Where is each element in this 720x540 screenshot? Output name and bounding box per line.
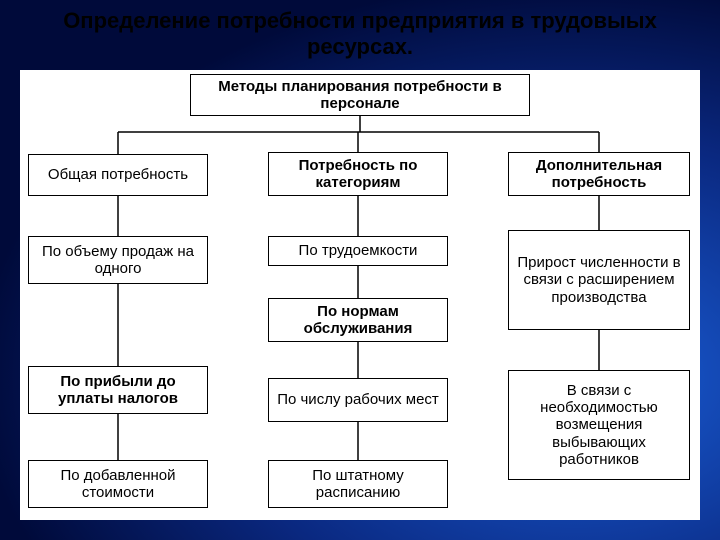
slide-title: Определение потребности предприятия в тр…: [30, 8, 690, 61]
node-c2-3: По числу рабочих мест: [268, 378, 448, 422]
node-c3-1: Прирост численности в связи с расширение…: [508, 230, 690, 330]
node-c1-2: По прибыли до уплаты налогов: [28, 366, 208, 414]
node-c1-3: По добавленной стоимости: [28, 460, 208, 508]
node-col3-head: Дополнительная потребность: [508, 152, 690, 196]
node-c1-1: По объему продаж на одного: [28, 236, 208, 284]
node-c3-2: В связи с необходимостью возмещения выбы…: [508, 370, 690, 480]
node-c2-4: По штатному расписанию: [268, 460, 448, 508]
node-root: Методы планирования потребности в персон…: [190, 74, 530, 116]
node-col1-head: Общая потребность: [28, 154, 208, 196]
node-c2-2: По нормам обслуживания: [268, 298, 448, 342]
node-c2-1: По трудоемкости: [268, 236, 448, 266]
node-col2-head: Потребность по категориям: [268, 152, 448, 196]
diagram-container: Методы планирования потребности в персон…: [20, 70, 700, 520]
